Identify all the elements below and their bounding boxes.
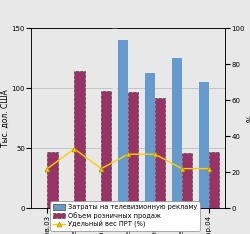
Bar [155,98,165,208]
Bar [128,92,138,208]
Legend: Затраты на телевизионную рекламу, Объем розничных продаж, Удельный вес ПРТ (%): Затраты на телевизионную рекламу, Объем … [50,201,200,231]
Bar [48,152,58,208]
Bar [118,40,128,208]
Bar [74,71,85,208]
Y-axis label: %: % [246,115,250,122]
Y-axis label: Тыс. дол. США: Тыс. дол. США [1,89,10,147]
Bar [101,91,112,208]
Bar [182,153,192,208]
Bar [172,58,182,208]
Bar [199,82,209,208]
Bar [145,73,155,208]
Bar [209,152,219,208]
